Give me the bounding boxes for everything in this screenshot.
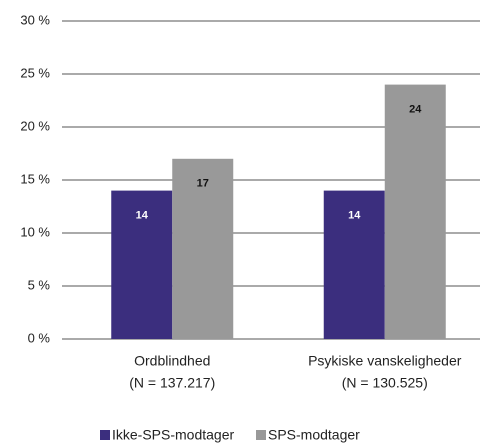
legend-label: Ikke-SPS-modtager [112,427,234,443]
y-tick-label: 20 % [20,118,50,133]
y-tick-label: 5 % [28,277,51,292]
data-label: 24 [409,104,422,116]
x-tick-label: Psykiske vanskeligheder [308,353,462,369]
y-tick-label: 30 % [20,12,50,27]
x-tick-label: (N = 130.525) [342,375,428,391]
legend-swatch [100,430,110,440]
y-tick-label: 10 % [20,224,50,239]
data-label: 14 [136,210,149,222]
bar [111,190,173,339]
data-label: 14 [348,210,361,222]
y-tick-label: 25 % [20,65,50,80]
data-label: 17 [197,178,209,190]
bar [172,158,234,339]
x-tick-label: Ordblindhed [134,353,210,369]
bar [384,84,446,339]
x-tick-label: (N = 137.217) [129,375,215,391]
bar [323,190,385,339]
y-tick-label: 0 % [28,330,51,345]
legend-label: SPS-modtager [268,427,360,443]
legend-swatch [256,430,266,440]
y-tick-label: 15 % [20,171,50,186]
